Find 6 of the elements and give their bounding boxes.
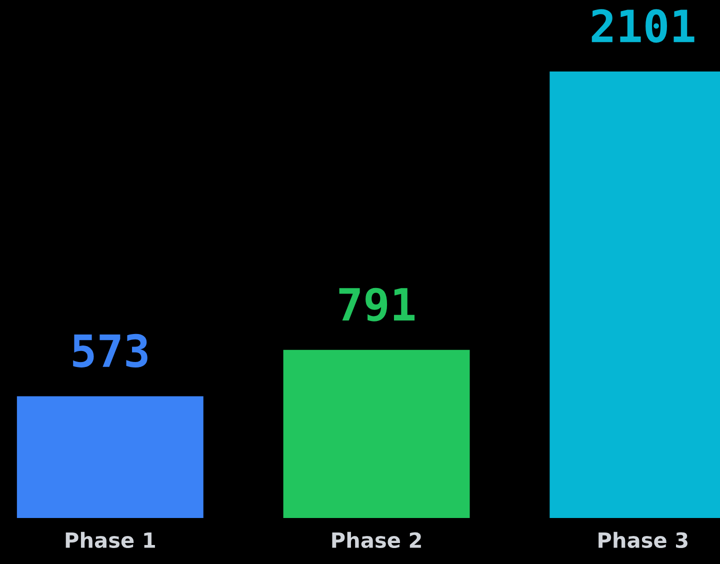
x-tick-label: Phase 2 xyxy=(332,532,421,548)
x-tick-label: Phase 3 xyxy=(598,532,688,548)
data-label: 791 xyxy=(339,288,415,322)
data-label: 2101 xyxy=(592,9,694,43)
x-tick-label: Phase 1 xyxy=(66,532,155,548)
data-label: 573 xyxy=(73,334,148,368)
